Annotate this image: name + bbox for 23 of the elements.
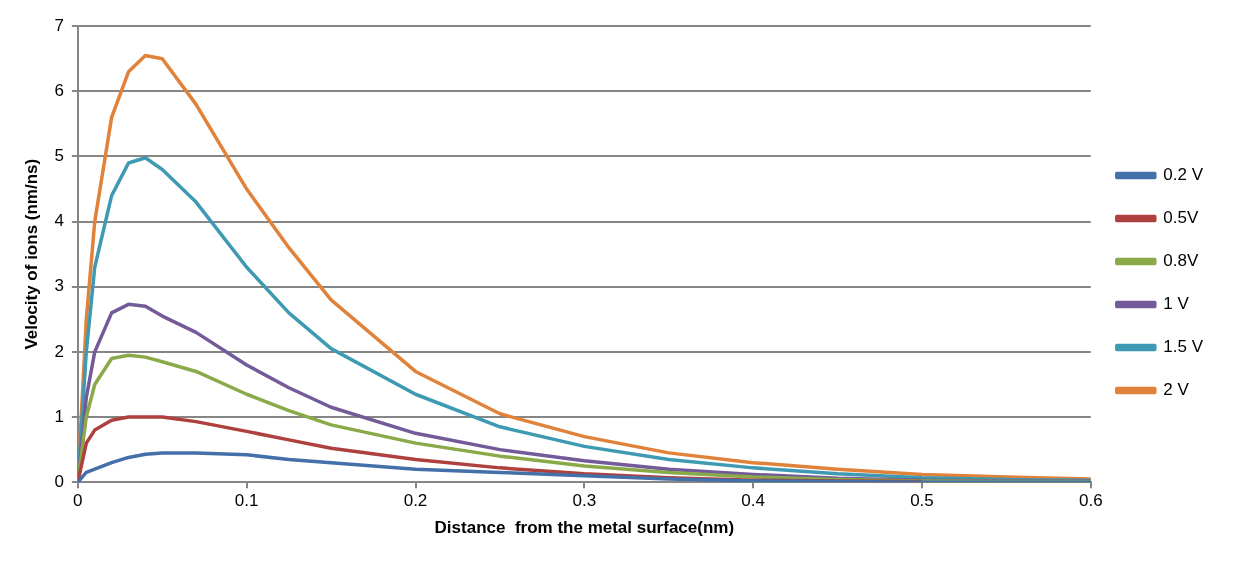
y-tick-label: 2 xyxy=(54,341,64,361)
legend-label: 0.8V xyxy=(1163,251,1199,271)
legend-label: 1 V xyxy=(1163,294,1190,314)
y-tick-label: 4 xyxy=(54,211,64,231)
y-tick-label: 1 xyxy=(54,406,64,426)
legend-label: 2 V xyxy=(1163,380,1190,400)
y-tick-label: 7 xyxy=(54,15,64,35)
y-tick-label: 5 xyxy=(54,146,64,166)
x-tick-label: 0.2 xyxy=(403,491,428,511)
y-tick-label: 6 xyxy=(54,81,64,101)
y-tick-label: 3 xyxy=(54,276,64,296)
y-tick-label: 0 xyxy=(54,471,64,491)
x-tick-label: 0.5 xyxy=(910,491,934,511)
x-tick-label: 0.1 xyxy=(234,491,259,511)
legend-label: 1.5 V xyxy=(1163,337,1204,357)
x-tick-label: 0.3 xyxy=(572,491,597,511)
x-tick-label: 0 xyxy=(73,491,83,511)
x-tick-label: 0.6 xyxy=(1078,491,1103,511)
legend-label: 0.2 V xyxy=(1163,165,1204,185)
y-axis-title: Velocity of ions (nm/ns) xyxy=(21,158,41,350)
x-tick-label: 0.4 xyxy=(741,491,765,511)
x-axis-title: Distance from the metal surface(nm) xyxy=(434,518,735,538)
legend-label: 0.5V xyxy=(1163,208,1199,228)
